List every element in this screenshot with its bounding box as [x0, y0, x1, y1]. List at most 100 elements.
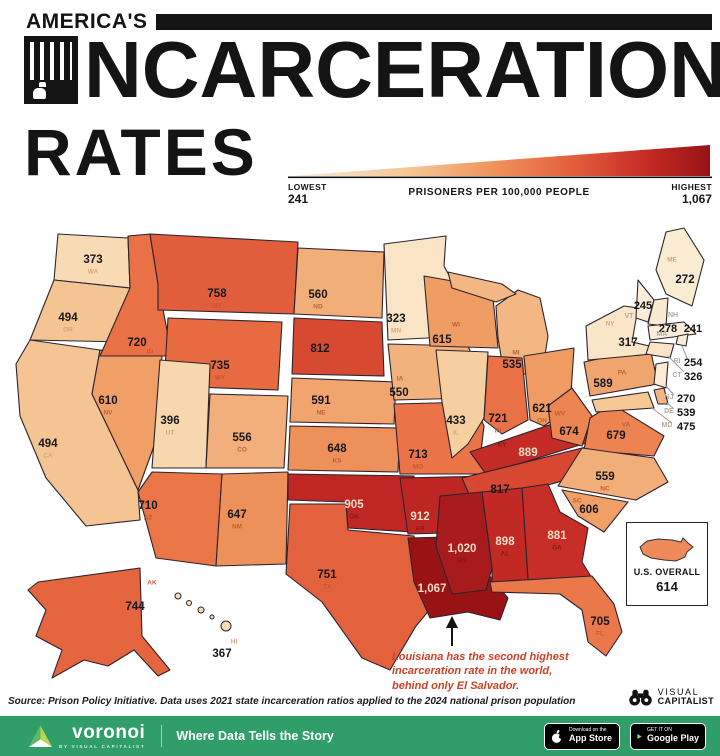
state-nc-abbr: NC [600, 486, 610, 493]
state-mt [149, 233, 299, 315]
state-nc [557, 447, 669, 501]
state-sd-value: 812 [310, 343, 329, 355]
us-overall-box: U.S. OVERALL 614 [626, 522, 708, 606]
apple-icon [551, 729, 564, 743]
state-nd-value: 560 [308, 289, 327, 301]
vc-logo-line2: CAPITALIST [657, 696, 714, 706]
state-hi-abbr: HI [231, 639, 238, 646]
state-me-value: 272 [675, 274, 694, 286]
state-nh-value: 278 [659, 323, 677, 335]
state-ca-value: 494 [38, 438, 58, 450]
leader-line [651, 407, 673, 424]
state-sc [561, 489, 629, 533]
state-mt-value: 758 [207, 288, 227, 300]
state-me-abbr: ME [667, 257, 677, 264]
state-ct-value: 326 [684, 371, 702, 383]
app-store-badge[interactable]: Download on the App Store [544, 722, 620, 750]
state-ri-abbr: RI [674, 358, 681, 365]
state-ri-value: 254 [684, 357, 703, 369]
state-ms-value: 1,020 [448, 543, 477, 555]
state-or-abbr: OR [63, 327, 73, 334]
state-sc-abbr: SC [572, 498, 581, 505]
state-wv-value: 674 [559, 426, 579, 438]
footer-divider [161, 725, 163, 747]
state-wi-value: 615 [432, 334, 452, 346]
state-mn-value: 323 [386, 313, 405, 325]
state-hi [174, 592, 182, 600]
state-id-value: 720 [127, 337, 146, 349]
state-ak [27, 567, 171, 679]
state-ia-abbr: IA [397, 376, 404, 383]
kicker-bar [155, 14, 712, 30]
header-kicker-row: AMERICA'S [26, 10, 712, 34]
state-ga-value: 881 [547, 530, 567, 542]
us-overall-value: 614 [656, 578, 678, 594]
state-in-abbr: IN [495, 428, 502, 435]
state-tn-abbr: TN [466, 483, 475, 490]
state-md-value: 475 [677, 421, 695, 433]
state-nd [293, 247, 385, 319]
legend-unit-label: PRISONERS PER 100,000 PEOPLE [408, 187, 590, 198]
mini-us-map-icon [639, 536, 694, 562]
app-store-top-text: Download on the [569, 727, 607, 734]
footer-bar: voronoi BY VISUAL CAPITALIST Where Data … [0, 716, 720, 756]
source-note: Source: Prison Policy Initiative. Data u… [8, 696, 576, 707]
state-vt-abbr: VT [625, 313, 635, 320]
voronoi-wordmark: voronoi [72, 722, 146, 743]
state-il [435, 349, 489, 459]
kicker-text: AMERICA'S [26, 10, 148, 33]
state-ny-value: 317 [618, 337, 637, 349]
legend-gradient-wedge [288, 145, 712, 179]
google-play-badge[interactable]: GET IT ON Google Play [630, 722, 706, 750]
state-al-value: 898 [495, 536, 515, 548]
state-il-abbr: IL [453, 430, 459, 437]
state-tx-abbr: TX [323, 584, 332, 591]
us-overall-label: U.S. OVERALL [633, 566, 701, 577]
state-wy-value: 735 [210, 360, 230, 372]
state-oh-abbr: OH [537, 418, 547, 425]
state-al-abbr: AL [501, 551, 510, 558]
state-ak-value: 744 [125, 601, 145, 613]
state-ut-abbr: UT [166, 430, 175, 437]
state-az-value: 710 [138, 500, 157, 512]
state-ne-abbr: NE [316, 410, 326, 417]
state-hi-value: 367 [212, 648, 231, 660]
annotation-arrow [446, 616, 458, 646]
state-ct-abbr: CT [672, 372, 682, 379]
state-nc-value: 559 [595, 471, 614, 483]
state-id-abbr: ID [147, 349, 154, 356]
leader-line [665, 385, 675, 396]
title-line1: NCARCERATION [24, 30, 720, 110]
state-ut [151, 359, 211, 469]
state-ok-abbr: OK [349, 514, 359, 521]
state-ri [675, 333, 689, 347]
state-co [205, 393, 289, 469]
state-ny-abbr: NY [605, 321, 615, 328]
state-hi [220, 620, 232, 632]
state-wy-abbr: WY [215, 375, 226, 382]
state-tx [285, 503, 437, 671]
visual-capitalist-logo: VISUAL CAPITALIST [627, 686, 714, 708]
state-sd-abbr: SD [315, 358, 324, 365]
voronoi-logo: voronoi BY VISUAL CAPITALIST [28, 723, 145, 749]
state-ut-value: 396 [160, 415, 179, 427]
state-mi-value: 535 [502, 359, 522, 371]
state-sd [291, 317, 385, 377]
binoculars-icon [628, 689, 652, 706]
legend-highest-label: HIGHEST [671, 182, 712, 192]
voronoi-sub: BY VISUAL CAPITALIST [59, 744, 146, 749]
state-la-abbr: LA [428, 598, 437, 605]
state-mn-abbr: MN [391, 328, 401, 335]
state-ga-abbr: GA [552, 545, 562, 552]
state-az-abbr: AZ [144, 515, 153, 522]
state-vt-value: 245 [634, 300, 652, 312]
state-ia-value: 550 [389, 387, 408, 399]
state-ms [435, 491, 493, 595]
state-ks [287, 425, 401, 473]
state-wa-value: 373 [83, 254, 102, 266]
google-play-bottom-text: Google Play [646, 732, 699, 743]
state-ks-abbr: KS [332, 458, 342, 465]
state-co-value: 556 [232, 432, 251, 444]
state-ny [585, 305, 659, 361]
footer-tagline: Where Data Tells the Story [176, 729, 334, 743]
